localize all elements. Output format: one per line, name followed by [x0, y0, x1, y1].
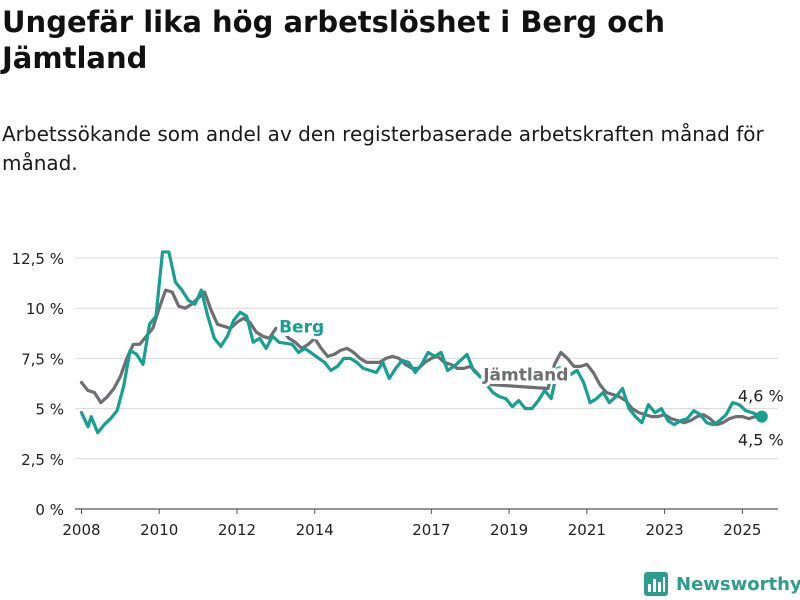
end-point-berg	[755, 410, 768, 423]
y-tick-label: 12,5 %	[12, 250, 64, 268]
chart-subtitle: Arbetssökande som andel av den registerb…	[2, 122, 764, 175]
x-tick-label: 2012	[218, 521, 256, 539]
series-label-berg-halo: Berg	[279, 317, 324, 337]
x-tick-label: 2008	[62, 521, 100, 539]
brand-name: Newsworthy	[676, 573, 800, 595]
x-tick-label: 2014	[296, 521, 334, 539]
x-tick-label: 2023	[646, 521, 684, 539]
y-tick-label: 2,5 %	[21, 451, 64, 469]
chart-title: Ungefär lika hög arbetslöshet i Berg och…	[2, 5, 666, 75]
end-label-berg: 4,6 %	[738, 387, 784, 406]
y-tick-label: 7,5 %	[21, 350, 64, 368]
bar-chart-logo-icon	[644, 572, 668, 596]
series-label-berg: Berg	[279, 317, 324, 337]
series-line-berg	[79, 250, 764, 435]
y-tick-label: 5 %	[35, 401, 64, 419]
x-tick-label: 2021	[568, 521, 606, 539]
y-tick-label: 0 %	[35, 501, 64, 519]
end-label-jamtland: 4,5 %	[738, 431, 784, 450]
x-tick-label: 2019	[490, 521, 528, 539]
series-label-jamtland-halo: Jämtland	[482, 365, 568, 385]
series-label-jamtland: Jämtland	[482, 365, 568, 385]
newsworthy-logo: Newsworthy	[644, 568, 800, 600]
x-tick-label: 2010	[140, 521, 178, 539]
x-tick-label: 2025	[723, 521, 761, 539]
y-tick-label: 10 %	[26, 300, 64, 318]
series-line-jamtland	[79, 288, 764, 427]
x-tick-label: 2017	[412, 521, 450, 539]
